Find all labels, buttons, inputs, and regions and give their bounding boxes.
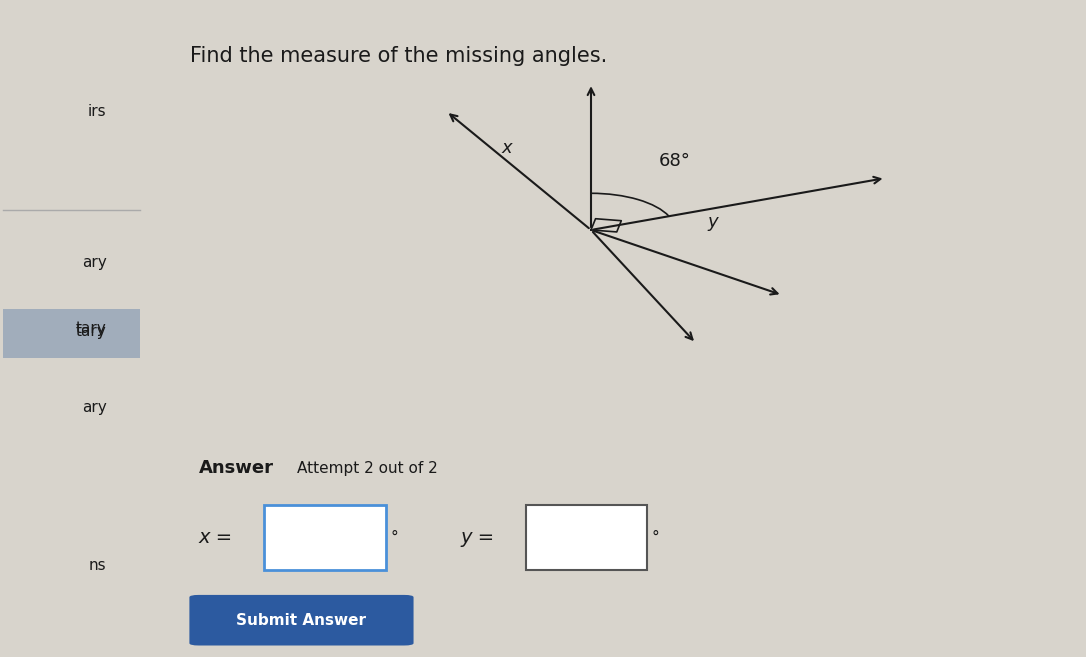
FancyBboxPatch shape bbox=[3, 309, 140, 358]
Text: °: ° bbox=[652, 530, 659, 545]
Text: tary: tary bbox=[76, 321, 106, 336]
Text: ns: ns bbox=[89, 558, 106, 572]
Text: x =: x = bbox=[199, 528, 232, 547]
Text: tary: tary bbox=[76, 325, 106, 339]
Text: y: y bbox=[707, 213, 718, 231]
Text: 68°: 68° bbox=[659, 152, 691, 170]
FancyBboxPatch shape bbox=[526, 505, 647, 570]
Text: ary: ary bbox=[81, 256, 106, 270]
Text: Attempt 2 out of 2: Attempt 2 out of 2 bbox=[296, 461, 438, 476]
Text: Submit Answer: Submit Answer bbox=[237, 613, 366, 627]
Text: ary: ary bbox=[81, 400, 106, 415]
FancyBboxPatch shape bbox=[189, 595, 414, 645]
FancyBboxPatch shape bbox=[264, 505, 386, 570]
Text: y =: y = bbox=[460, 528, 494, 547]
Text: °: ° bbox=[390, 530, 397, 545]
Text: x: x bbox=[502, 139, 513, 158]
Text: Answer: Answer bbox=[199, 459, 274, 478]
Text: Find the measure of the missing angles.: Find the measure of the missing angles. bbox=[190, 46, 607, 66]
Text: irs: irs bbox=[88, 104, 106, 119]
